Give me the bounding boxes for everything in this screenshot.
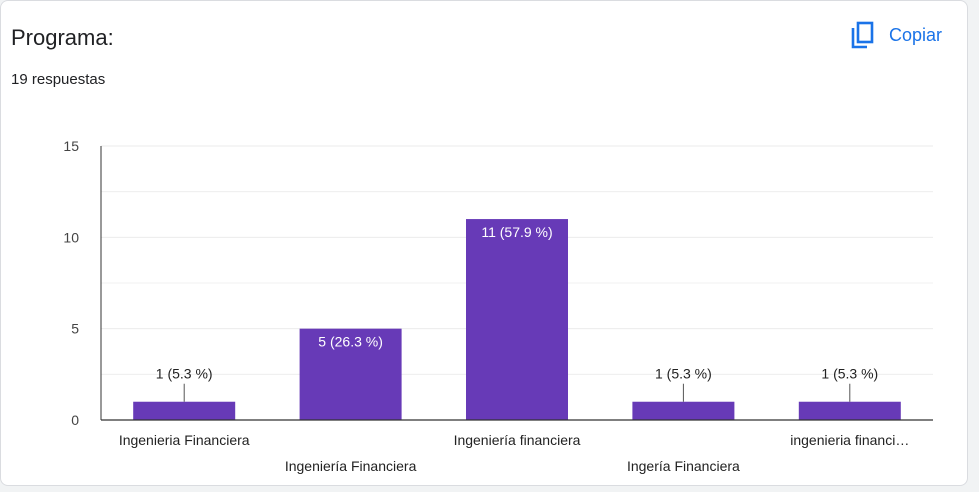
data-label: 5 (26.3 %) [318,334,383,350]
data-label: 1 (5.3 %) [156,366,213,382]
response-count: 19 respuestas [11,71,106,88]
data-label: 1 (5.3 %) [655,366,712,382]
copy-icon [847,20,877,50]
y-tick-label: 0 [71,412,79,428]
y-tick-label: 10 [63,229,79,245]
y-tick-label: 15 [63,138,79,154]
x-tick-label: Ingenieria Financiera [119,432,250,448]
bar [299,328,402,420]
x-tick-label: ingenieria financi… [790,432,909,448]
bar [133,401,236,420]
bar [466,219,568,420]
copy-label: Copiar [889,24,943,45]
y-tick-label: 5 [71,321,79,337]
data-label: 11 (57.9 %) [481,224,552,240]
bar [798,401,901,420]
x-tick-label: Ingería Financiera [627,458,740,474]
question-title: Programa: [11,25,114,50]
question-card: Programa: 19 respuestas Copiar 0 5 10 15 1 (… [0,0,968,486]
bar-chart: 0 5 10 15 1 (5.3 %) Ingenieria Financiera 5 (2… [63,138,933,474]
x-tick-label: Ingeniería financiera [454,432,581,448]
data-label: 1 (5.3 %) [821,366,878,382]
x-tick-label: Ingeniería Financiera [285,458,417,474]
copy-button[interactable]: Copiar [847,17,942,53]
bar [632,401,735,420]
